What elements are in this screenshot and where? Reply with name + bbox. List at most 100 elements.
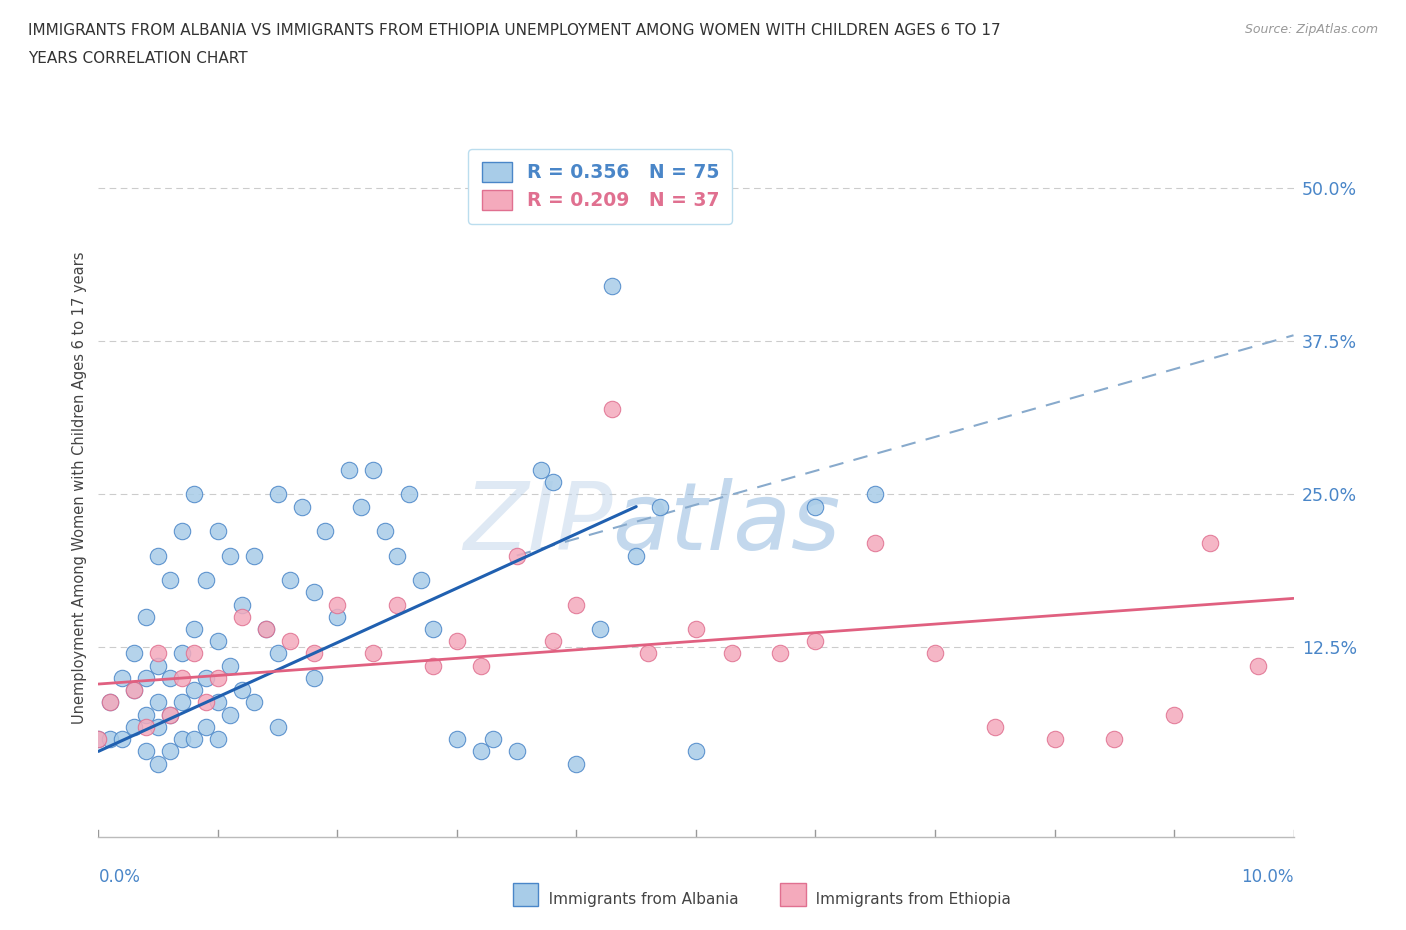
Point [804, 633, 827, 648]
Point [648, 499, 672, 514]
Point [135, 609, 157, 624]
FancyBboxPatch shape [780, 883, 806, 906]
Point [159, 573, 181, 588]
Point [231, 609, 253, 624]
Point [470, 744, 492, 759]
Point [219, 658, 242, 673]
Point [278, 633, 301, 648]
Point [589, 621, 612, 636]
Point [207, 671, 229, 685]
Point [924, 646, 946, 661]
Text: IMMIGRANTS FROM ALBANIA VS IMMIGRANTS FROM ETHIOPIA UNEMPLOYMENT AMONG WOMEN WIT: IMMIGRANTS FROM ALBANIA VS IMMIGRANTS FR… [28, 23, 1001, 38]
Text: 10.0%: 10.0% [1241, 868, 1294, 885]
Point [135, 707, 157, 722]
Point [148, 658, 170, 673]
Point [374, 524, 396, 538]
Point [422, 621, 444, 636]
Y-axis label: Unemployment Among Women with Children Ages 6 to 17 years: Unemployment Among Women with Children A… [72, 252, 87, 724]
Point [350, 499, 373, 514]
Point [172, 671, 194, 685]
Point [231, 683, 253, 698]
Point [135, 744, 157, 759]
Point [1247, 658, 1270, 673]
Point [363, 646, 385, 661]
Point [98, 695, 122, 710]
Point [302, 585, 325, 600]
Point [422, 658, 444, 673]
Point [243, 548, 266, 563]
Point [231, 597, 253, 612]
Point [148, 720, 170, 735]
Point [159, 707, 181, 722]
Point [470, 658, 492, 673]
Text: Source: ZipAtlas.com: Source: ZipAtlas.com [1244, 23, 1378, 36]
Point [148, 646, 170, 661]
Point [267, 646, 290, 661]
Point [98, 695, 122, 710]
Point [124, 683, 146, 698]
Point [124, 646, 146, 661]
Point [315, 524, 337, 538]
Point [267, 720, 290, 735]
Point [506, 744, 529, 759]
Point [1043, 732, 1066, 747]
Point [124, 683, 146, 698]
Point [159, 707, 181, 722]
Point [267, 487, 290, 502]
Point [207, 524, 229, 538]
Point [183, 621, 205, 636]
Point [219, 707, 242, 722]
Point [194, 671, 218, 685]
Point [565, 756, 588, 771]
Point [1163, 707, 1185, 722]
Point [183, 683, 205, 698]
Point [148, 548, 170, 563]
Point [87, 732, 110, 747]
Point [446, 633, 468, 648]
Point [290, 499, 312, 514]
Point [339, 462, 360, 477]
Point [302, 671, 325, 685]
Point [768, 646, 790, 661]
Point [172, 695, 194, 710]
Point [194, 695, 218, 710]
Point [111, 732, 134, 747]
Point [278, 573, 301, 588]
Point [254, 621, 277, 636]
Text: Immigrants from Ethiopia: Immigrants from Ethiopia [801, 892, 1011, 907]
Point [541, 474, 564, 489]
Text: atlas: atlas [612, 478, 841, 568]
Point [172, 646, 194, 661]
Point [148, 695, 170, 710]
Point [207, 695, 229, 710]
Point [600, 401, 623, 416]
Point [624, 548, 647, 563]
Point [148, 756, 170, 771]
Point [600, 279, 623, 294]
Point [172, 524, 194, 538]
Point [326, 597, 349, 612]
Point [159, 671, 181, 685]
Point [135, 671, 157, 685]
Point [506, 548, 529, 563]
Point [685, 744, 707, 759]
Point [98, 732, 122, 747]
Text: Immigrants from Albania: Immigrants from Albania [534, 892, 740, 907]
Point [983, 720, 1005, 735]
Point [135, 720, 157, 735]
Point [219, 548, 242, 563]
Point [541, 633, 564, 648]
Point [565, 597, 588, 612]
Point [172, 732, 194, 747]
Legend: R = 0.356   N = 75, R = 0.209   N = 37: R = 0.356 N = 75, R = 0.209 N = 37 [468, 149, 733, 223]
Point [207, 732, 229, 747]
Point [183, 487, 205, 502]
Point [207, 633, 229, 648]
Point [1104, 732, 1126, 747]
Point [721, 646, 744, 661]
Point [302, 646, 325, 661]
Point [194, 573, 218, 588]
Point [124, 720, 146, 735]
Point [865, 536, 887, 551]
Text: 0.0%: 0.0% [98, 868, 141, 885]
